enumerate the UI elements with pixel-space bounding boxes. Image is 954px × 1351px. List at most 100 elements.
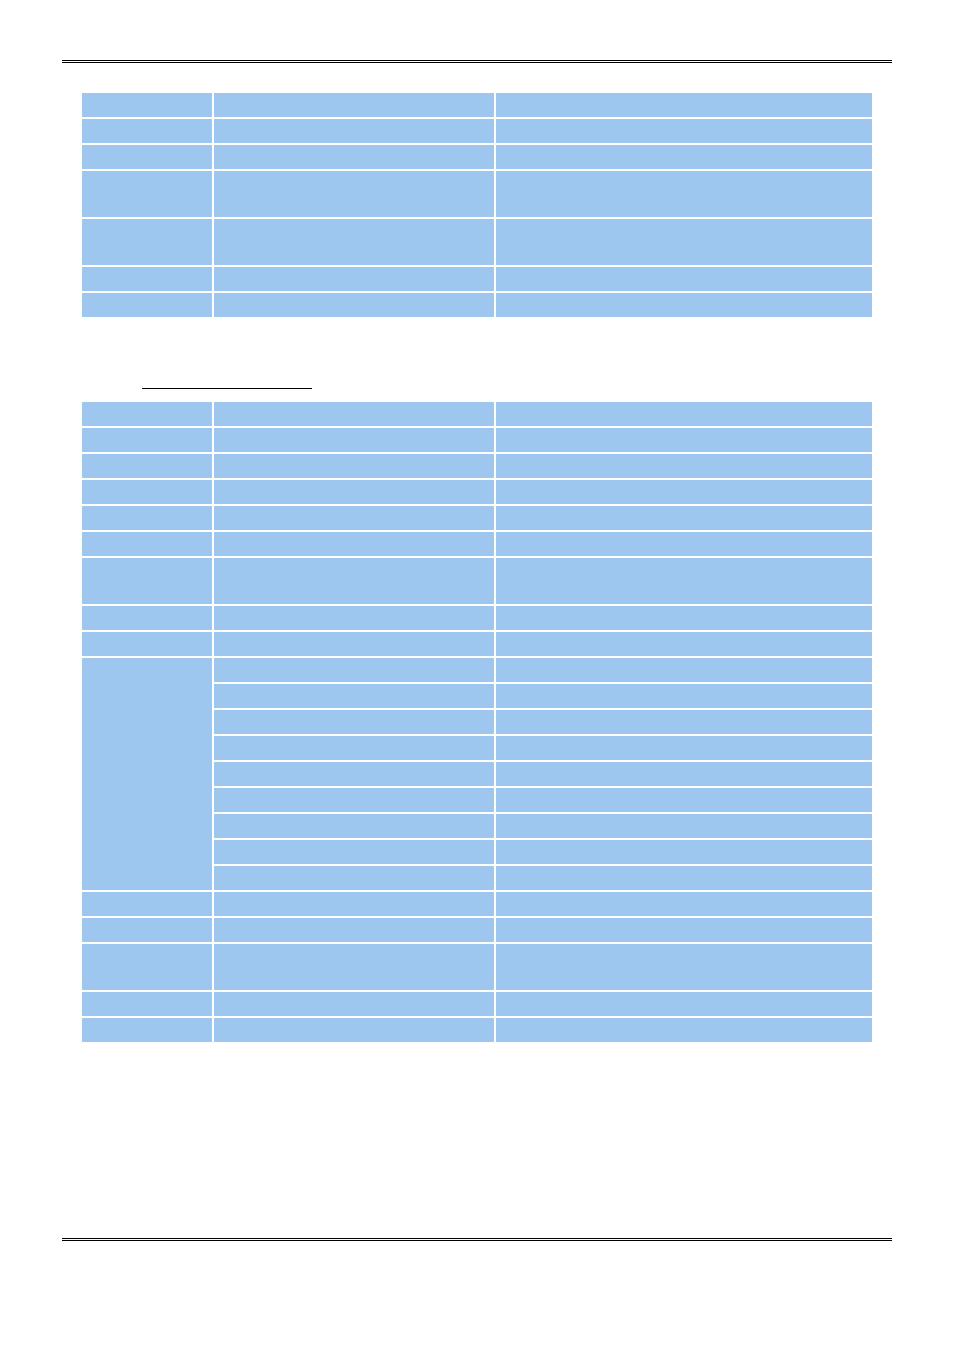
table-cell	[496, 762, 872, 786]
table-row	[82, 606, 872, 630]
table-row	[82, 658, 872, 682]
table-cell	[496, 428, 872, 452]
section-2-title	[142, 375, 892, 394]
table-cell	[214, 944, 494, 990]
table-row	[82, 402, 872, 426]
table-1-wrap	[80, 91, 874, 319]
table-cell	[214, 814, 494, 838]
table-cell	[496, 506, 872, 530]
table-cell	[214, 992, 494, 1016]
table-cell	[82, 918, 212, 942]
table-cell	[214, 658, 494, 682]
table-cell	[214, 171, 494, 217]
table-cell	[82, 171, 212, 217]
table-cell	[214, 428, 494, 452]
table-cell	[496, 1018, 872, 1042]
table-row	[82, 1018, 872, 1042]
table-cell	[496, 632, 872, 656]
table-cell	[496, 840, 872, 864]
table-row	[82, 93, 872, 117]
table-cell	[496, 171, 872, 217]
table-row	[82, 119, 872, 143]
table-row	[82, 944, 872, 990]
table-cell	[214, 606, 494, 630]
table-cell	[214, 840, 494, 864]
table-row	[82, 892, 872, 916]
table-row	[82, 532, 872, 556]
table-cell	[82, 119, 212, 143]
table-cell	[214, 1018, 494, 1042]
table-cell	[496, 454, 872, 478]
table-row	[82, 171, 872, 217]
table-cell	[82, 606, 212, 630]
table-cell	[82, 1018, 212, 1042]
table-cell	[82, 944, 212, 990]
table-row	[82, 267, 872, 291]
table-cell	[214, 762, 494, 786]
table-cell	[496, 93, 872, 117]
footer-rule	[62, 1238, 892, 1241]
table-cell	[496, 788, 872, 812]
table-cell	[496, 866, 872, 890]
table-cell	[82, 454, 212, 478]
table-cell	[82, 145, 212, 169]
table-row	[82, 632, 872, 656]
table-cell	[214, 788, 494, 812]
table-cell	[82, 267, 212, 291]
table-cell	[496, 558, 872, 604]
table-cell	[214, 710, 494, 734]
table-cell	[214, 119, 494, 143]
table-cell	[214, 293, 494, 317]
table-cell	[496, 814, 872, 838]
table-cell	[214, 219, 494, 265]
table-cell	[496, 293, 872, 317]
table-row	[82, 293, 872, 317]
table-cell	[214, 532, 494, 556]
table-1	[80, 91, 874, 319]
table-cell	[82, 892, 212, 916]
table-row	[82, 428, 872, 452]
table-cell	[214, 558, 494, 604]
table-cell	[82, 632, 212, 656]
table-cell	[214, 506, 494, 530]
table-cell	[496, 710, 872, 734]
table-cell	[82, 93, 212, 117]
table-cell	[496, 944, 872, 990]
table-cell	[496, 736, 872, 760]
table-row	[82, 918, 872, 942]
table-cell	[214, 892, 494, 916]
table-cell	[214, 866, 494, 890]
table-cell	[214, 632, 494, 656]
underline-icon	[142, 375, 312, 389]
table-cell	[82, 428, 212, 452]
document-page	[0, 0, 954, 1084]
table-cell	[82, 480, 212, 504]
table-cell	[214, 267, 494, 291]
table-cell	[82, 219, 212, 265]
table-cell	[496, 532, 872, 556]
table-row	[82, 558, 872, 604]
table-cell	[82, 532, 212, 556]
table-cell	[496, 658, 872, 682]
table-cell	[496, 918, 872, 942]
table-cell	[496, 402, 872, 426]
table-cell	[496, 606, 872, 630]
table-cell	[496, 992, 872, 1016]
table-row	[82, 454, 872, 478]
table-cell	[496, 145, 872, 169]
table-row	[82, 992, 872, 1016]
table-cell	[496, 892, 872, 916]
table-cell	[496, 119, 872, 143]
table-cell	[82, 293, 212, 317]
table-cell	[214, 736, 494, 760]
table-cell	[496, 219, 872, 265]
table-cell	[496, 480, 872, 504]
table-cell	[82, 992, 212, 1016]
table-2	[80, 400, 874, 1044]
table-2-wrap	[80, 400, 874, 1044]
header-rule	[62, 60, 892, 63]
table-cell	[214, 145, 494, 169]
table-cell	[82, 402, 212, 426]
table-cell	[214, 93, 494, 117]
table-cell	[214, 402, 494, 426]
